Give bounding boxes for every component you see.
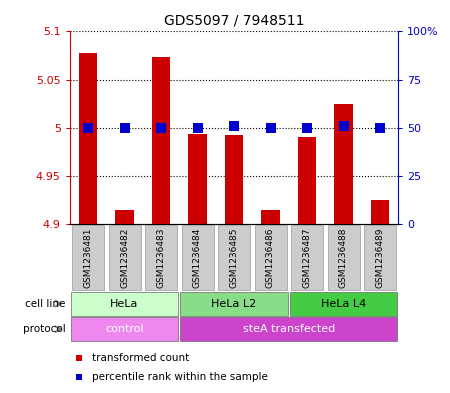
Bar bbox=[115, 209, 134, 224]
Text: GSM1236487: GSM1236487 bbox=[302, 227, 311, 288]
Text: cell line: cell line bbox=[25, 299, 65, 309]
Text: GSM1236482: GSM1236482 bbox=[120, 227, 129, 288]
Title: GDS5097 / 7948511: GDS5097 / 7948511 bbox=[164, 13, 304, 28]
Text: protocol: protocol bbox=[22, 324, 65, 334]
Text: GSM1236484: GSM1236484 bbox=[193, 227, 202, 288]
Bar bbox=[79, 53, 97, 224]
Text: GSM1236483: GSM1236483 bbox=[157, 227, 166, 288]
Bar bbox=[261, 209, 279, 224]
Text: GSM1236481: GSM1236481 bbox=[84, 227, 93, 288]
Text: steA transfected: steA transfected bbox=[243, 324, 335, 334]
Bar bbox=[152, 57, 170, 224]
Text: HeLa L2: HeLa L2 bbox=[212, 299, 256, 309]
Text: GSM1236485: GSM1236485 bbox=[230, 227, 238, 288]
Bar bbox=[225, 136, 243, 224]
Text: percentile rank within the sample: percentile rank within the sample bbox=[92, 372, 268, 382]
Text: GSM1236488: GSM1236488 bbox=[339, 227, 348, 288]
Text: GSM1236489: GSM1236489 bbox=[375, 227, 384, 288]
Text: GSM1236486: GSM1236486 bbox=[266, 227, 275, 288]
Bar bbox=[189, 134, 207, 224]
Text: transformed count: transformed count bbox=[92, 353, 189, 363]
Text: control: control bbox=[105, 324, 144, 334]
Bar bbox=[298, 138, 316, 224]
Bar bbox=[371, 200, 389, 224]
Bar bbox=[334, 104, 353, 224]
Text: HeLa: HeLa bbox=[110, 299, 139, 309]
Text: HeLa L4: HeLa L4 bbox=[321, 299, 366, 309]
